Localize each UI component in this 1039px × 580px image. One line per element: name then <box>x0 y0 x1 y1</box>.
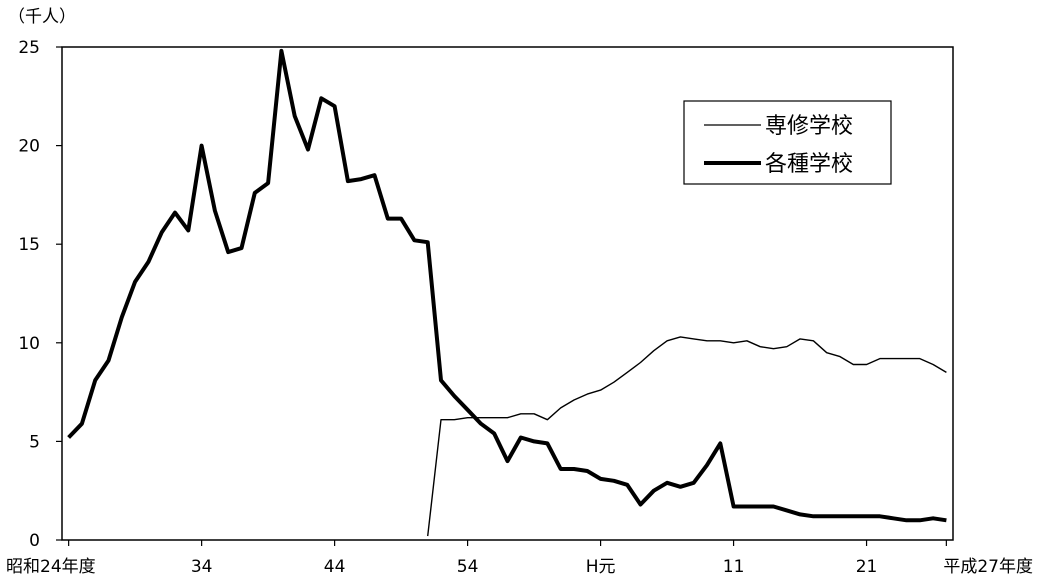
y-tick-label: 15 <box>18 235 40 255</box>
x-tick-label: 44 <box>324 557 346 577</box>
y-tick-label: 25 <box>18 38 40 58</box>
series-lines <box>67 48 947 537</box>
legend-label-series-2: 各種学校 <box>765 152 853 177</box>
x-tick-label: 34 <box>191 557 213 577</box>
x-tick-label: H元 <box>586 557 616 577</box>
x-tick-label: 21 <box>856 557 878 577</box>
x-tick-label: 平成27年度 <box>943 557 1033 577</box>
y-tick-label: 5 <box>29 432 40 452</box>
legend-label-series-1: 専修学校 <box>765 114 853 139</box>
x-axis-ticks: 昭和24年度 34 44 54 H元 11 21 平成27年度 <box>6 540 1033 577</box>
x-tick-label: 11 <box>723 557 745 577</box>
y-tick-label: 0 <box>29 531 40 551</box>
y-tick-label: 10 <box>18 334 40 354</box>
series-line-2 <box>67 48 947 523</box>
legend: 専修学校 各種学校 <box>683 100 892 185</box>
y-axis-ticks: 0 5 10 15 20 25 <box>18 38 62 551</box>
legend-box <box>683 100 892 185</box>
x-tick-label: 54 <box>457 557 479 577</box>
plot-area-frame <box>61 46 954 541</box>
x-tick-label: 昭和24年度 <box>6 557 96 577</box>
series-line-1 <box>427 336 947 537</box>
y-tick-label: 20 <box>18 137 40 157</box>
y-unit-label: （千人） <box>8 7 76 27</box>
